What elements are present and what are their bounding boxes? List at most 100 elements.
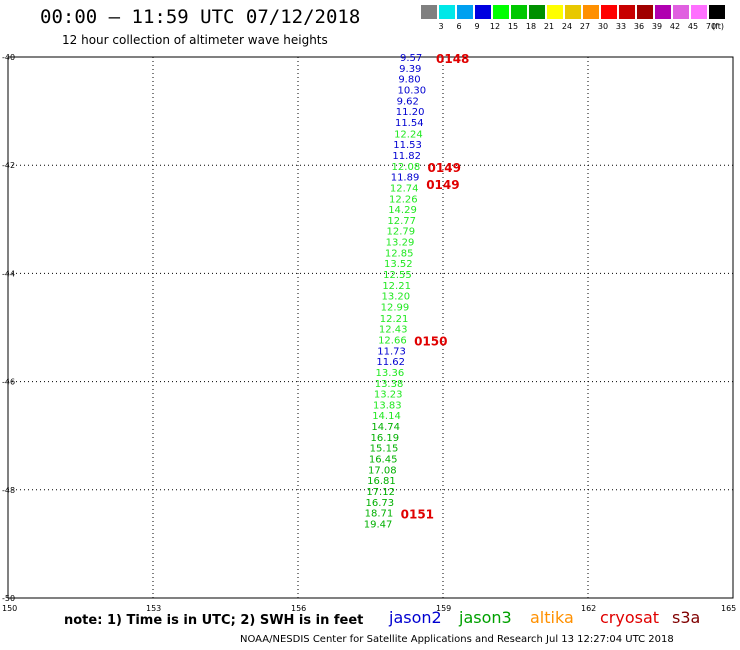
- longitude-label: 156: [291, 604, 306, 613]
- legend-level-label: 33: [615, 22, 627, 31]
- wave-height-value: 9.62: [397, 96, 419, 107]
- wave-height-value: 16.19: [371, 433, 400, 444]
- legend-swatch: [583, 5, 599, 19]
- legend-swatch: [529, 5, 545, 19]
- pass-time-label: 0149: [426, 178, 459, 192]
- wave-height-value: 16.73: [365, 498, 394, 509]
- wave-height-value: 14.29: [388, 205, 417, 216]
- longitude-label: 165: [721, 604, 736, 613]
- map-title: 00:00 – 11:59 UTC 07/12/2018: [40, 6, 361, 28]
- satellite-altika: altika: [530, 608, 574, 627]
- wave-height-value: 9.57: [400, 53, 422, 64]
- wave-height-value: 11.53: [393, 140, 422, 151]
- latitude-label: -40: [2, 53, 15, 62]
- legend-level-label: 24: [561, 22, 573, 31]
- wave-height-value: 13.83: [373, 400, 402, 411]
- pass-time-label: 0148: [436, 52, 469, 66]
- wave-height-value: 14.74: [371, 422, 400, 433]
- legend-level-label: 45: [687, 22, 699, 31]
- wave-height-value: 12.26: [389, 194, 418, 205]
- wave-height-value: 17.08: [368, 465, 397, 476]
- legend-swatch: [709, 5, 725, 19]
- legend-swatch: [655, 5, 671, 19]
- legend-level-label: 42: [669, 22, 681, 31]
- legend-swatch: [493, 5, 509, 19]
- wave-height-value: 12.24: [394, 129, 423, 140]
- wave-height-value: 14.14: [372, 411, 401, 422]
- map-subtitle: 12 hour collection of altimeter wave hei…: [62, 33, 328, 47]
- latitude-label: -46: [2, 378, 15, 387]
- wave-height-value: 12.99: [381, 302, 410, 313]
- wave-height-value: 12.77: [387, 216, 416, 227]
- legend-level-label: 9: [474, 22, 480, 31]
- legend-swatch: [691, 5, 707, 19]
- wave-height-value: 13.23: [374, 390, 403, 401]
- longitude-label: 153: [146, 604, 161, 613]
- legend-level-label: 21: [543, 22, 555, 31]
- wave-height-value: 16.45: [369, 455, 398, 466]
- wave-height-value: 9.39: [399, 64, 421, 75]
- longitude-label: 159: [436, 604, 451, 613]
- latitude-label: -42: [2, 161, 15, 170]
- wave-height-value: 12.21: [380, 314, 409, 325]
- wave-height-value: 19.47: [364, 519, 393, 530]
- wave-height-value: 13.38: [375, 379, 404, 390]
- wave-height-value: 13.20: [381, 292, 410, 303]
- wave-height-value: 11.62: [376, 357, 405, 368]
- wave-height-value: 12.21: [382, 281, 411, 292]
- wave-height-value: 11.89: [391, 173, 420, 184]
- wave-height-value: 16.81: [367, 476, 396, 487]
- pass-time-label: 0150: [414, 334, 447, 348]
- wave-height-value: 18.71: [365, 509, 394, 520]
- satellite-jason3: jason3: [459, 608, 512, 627]
- wave-height-value: 11.73: [377, 346, 406, 357]
- legend-level-label: 39: [651, 22, 663, 31]
- legend-level-label: 27: [579, 22, 591, 31]
- wave-height-value: 12.66: [378, 335, 407, 346]
- wave-height-value: 12.43: [379, 325, 408, 336]
- wave-height-value: 12.55: [383, 270, 412, 281]
- legend-swatch: [547, 5, 563, 19]
- latitude-label: -50: [2, 594, 15, 603]
- longitude-label: 162: [581, 604, 596, 613]
- wave-height-value: 12.74: [390, 183, 419, 194]
- wave-height-value: 12.85: [385, 248, 414, 259]
- latitude-label: -48: [2, 486, 15, 495]
- wave-height-value: 13.52: [384, 259, 413, 270]
- note-text: note: 1) Time is in UTC; 2) SWH is in fe…: [64, 613, 364, 628]
- satellite-s3a: s3a: [672, 608, 701, 627]
- legend-level-label: 3: [438, 22, 444, 31]
- legend-level-label: 30: [597, 22, 609, 31]
- legend-swatch: [565, 5, 581, 19]
- legend-swatch: [601, 5, 617, 19]
- wave-height-value: 13.29: [386, 238, 415, 249]
- legend-swatch: [637, 5, 653, 19]
- pass-time-label: 0149: [428, 161, 461, 175]
- credit-line: NOAA/NESDIS Center for Satellite Applica…: [240, 634, 674, 645]
- legend-swatch: [511, 5, 527, 19]
- wave-height-value: 10.30: [397, 86, 426, 97]
- legend-swatch: [439, 5, 455, 19]
- legend-swatch: [457, 5, 473, 19]
- longitude-label: 150: [2, 604, 17, 613]
- wave-height-value: 12.79: [387, 227, 416, 238]
- legend-swatch: [475, 5, 491, 19]
- legend-swatch: [421, 5, 437, 19]
- wave-height-value: 15.15: [370, 444, 399, 455]
- satellite-jason2: jason2: [389, 608, 442, 627]
- legend-level-label: 12: [489, 22, 501, 31]
- wave-height-value: 17.12: [366, 487, 395, 498]
- map-frame: [7, 56, 734, 599]
- pass-time-label: 0151: [401, 508, 434, 522]
- wave-height-value: 13.36: [376, 368, 405, 379]
- legend-level-label: 36: [633, 22, 645, 31]
- wave-height-value: 9.80: [398, 75, 420, 86]
- legend-level-label: 6: [456, 22, 462, 31]
- legend-level-label: 18: [525, 22, 537, 31]
- wave-height-value: 12.08: [392, 162, 421, 173]
- legend-swatch: [619, 5, 635, 19]
- legend-swatch: [673, 5, 689, 19]
- latitude-label: -44: [2, 269, 15, 278]
- satellite-cryosat: cryosat: [600, 608, 660, 627]
